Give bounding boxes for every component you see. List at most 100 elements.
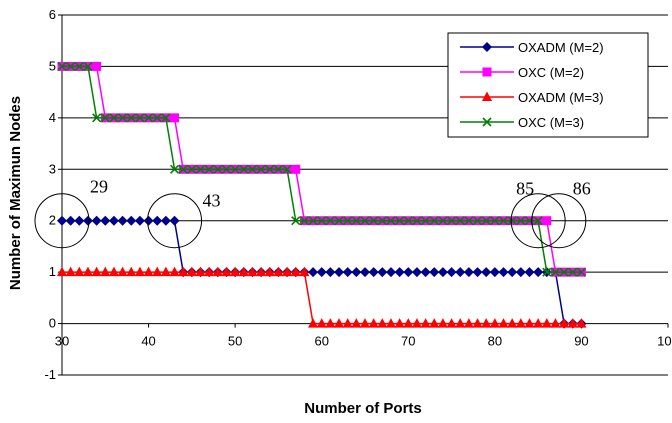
data-point	[221, 266, 232, 277]
annotation-label: 43	[203, 191, 221, 211]
data-point	[421, 216, 431, 226]
data-point	[126, 113, 136, 123]
data-point	[342, 267, 353, 278]
data-point	[247, 266, 258, 277]
data-point	[230, 266, 241, 277]
data-point	[360, 318, 370, 328]
data-point	[316, 267, 327, 278]
y-tick-label: -1	[44, 367, 56, 382]
data-point	[446, 318, 457, 328]
data-point	[386, 216, 396, 226]
y-tick-label: 1	[49, 264, 56, 279]
data-point	[169, 215, 180, 226]
legend-marker	[482, 117, 492, 127]
data-point	[91, 266, 102, 277]
data-point	[100, 266, 111, 277]
data-point	[472, 216, 483, 226]
data-point	[463, 318, 474, 328]
data-point	[550, 318, 561, 328]
data-point	[489, 318, 500, 328]
data-point	[108, 215, 119, 226]
data-point	[524, 318, 535, 328]
x-tick-label: 50	[228, 334, 242, 349]
data-point	[160, 266, 171, 277]
annotation-circle	[34, 193, 90, 249]
legend-item: OXC (M=3)	[460, 115, 584, 130]
data-point	[507, 318, 518, 328]
data-point	[126, 266, 137, 277]
data-point	[91, 215, 102, 226]
data-point	[118, 113, 128, 123]
data-point	[57, 215, 67, 226]
data-point	[567, 318, 578, 328]
data-point	[117, 266, 128, 277]
data-point	[256, 164, 266, 174]
data-point	[160, 215, 171, 226]
data-point	[299, 266, 310, 277]
data-point	[316, 318, 327, 328]
data-point	[117, 215, 128, 226]
x-axis-title: Number of Ports	[304, 400, 422, 417]
tick-labels: -1 0 1 2 3 4 5 6 30 40 50 60 70 80 90 100	[44, 7, 672, 382]
data-point	[472, 318, 483, 328]
data-point	[507, 267, 518, 278]
series-oxadm-m-3	[57, 266, 587, 328]
legend: OXADM (M=2) OXC (M=2) OXADM (M=3) OXC (M=3)	[447, 32, 649, 138]
legend-item: OXADM (M=3)	[460, 90, 604, 105]
data-point	[334, 216, 344, 226]
series-layer	[57, 61, 587, 329]
data-point	[299, 216, 309, 226]
data-point	[576, 318, 587, 328]
legend-marker	[482, 42, 492, 52]
data-point	[195, 164, 206, 174]
data-point	[239, 164, 249, 174]
data-point	[507, 216, 517, 226]
annotation-label: 85	[516, 179, 534, 199]
x-tick-label: 30	[55, 334, 69, 349]
data-point	[170, 113, 180, 123]
data-point	[186, 266, 197, 277]
data-point	[290, 266, 301, 277]
data-point	[342, 318, 353, 328]
data-point	[66, 61, 76, 71]
data-point	[498, 216, 509, 226]
data-point	[152, 215, 163, 226]
data-point	[308, 216, 318, 226]
data-point	[317, 216, 327, 226]
data-point	[369, 216, 379, 226]
data-point	[351, 216, 361, 226]
legend-item: OXADM (M=2)	[460, 40, 604, 55]
x-tick-label: 90	[574, 334, 588, 349]
data-point	[515, 318, 526, 328]
data-point	[212, 266, 223, 277]
data-point	[411, 267, 422, 278]
y-tick-label: 0	[49, 316, 56, 331]
data-point	[489, 267, 500, 278]
legend-label: OXADM (M=2)	[518, 40, 604, 55]
data-point	[169, 266, 180, 277]
data-point	[74, 266, 85, 277]
data-point	[394, 267, 405, 278]
data-point	[282, 266, 293, 277]
data-point	[385, 318, 396, 328]
y-axis-title: Number of Maximun Nodes	[7, 96, 24, 290]
data-point	[308, 267, 319, 278]
data-point	[178, 266, 189, 277]
data-point	[429, 216, 439, 226]
data-point	[74, 215, 85, 226]
data-point	[109, 113, 119, 123]
data-point	[264, 266, 275, 277]
data-point	[360, 216, 370, 226]
data-point	[135, 113, 145, 123]
data-point	[152, 113, 162, 123]
data-point	[542, 216, 552, 226]
legend-marker	[482, 67, 492, 77]
data-point	[230, 164, 240, 174]
data-point	[568, 267, 578, 277]
data-point	[541, 318, 552, 328]
data-point	[429, 318, 440, 328]
y-tick-label: 4	[49, 110, 56, 125]
data-point	[377, 216, 387, 226]
data-point	[291, 216, 301, 226]
y-tick-label: 6	[49, 7, 56, 22]
